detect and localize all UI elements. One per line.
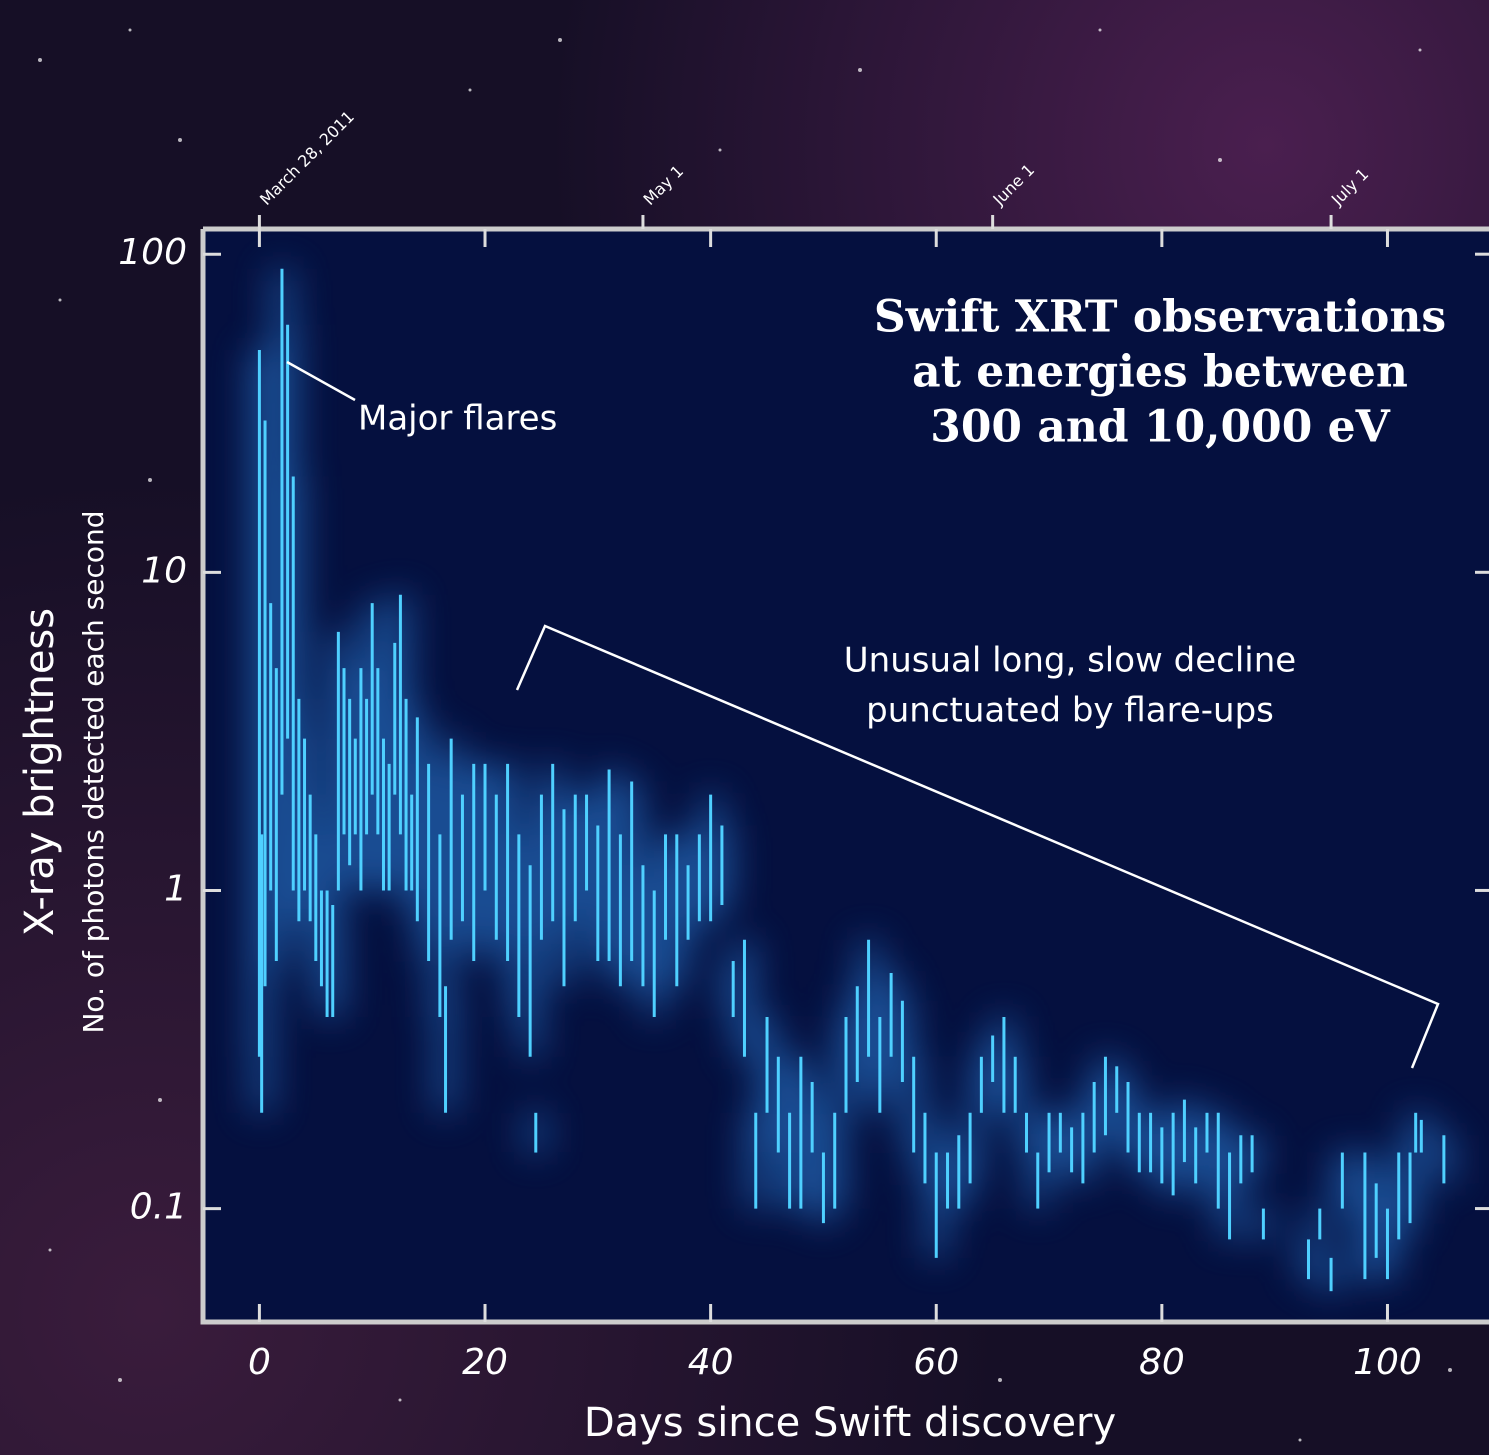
y-tick-label: 100 [118, 232, 187, 273]
x-tick-label: 0 [248, 1342, 271, 1383]
x-tick-label: 20 [462, 1342, 508, 1383]
x-tick-label: 60 [913, 1342, 959, 1383]
y-tick-label: 1 [164, 868, 187, 909]
y-tick-label: 0.1 [130, 1187, 187, 1228]
annotation: Major flares [358, 399, 557, 439]
x-tick-label: 40 [688, 1342, 734, 1383]
chart: Swift XRT observations at energies betwe… [0, 0, 1489, 1455]
x-label: Days since Swift discovery [584, 1400, 1116, 1446]
annotation: punctuated by flare-ups [866, 691, 1274, 731]
y-tick-label: 10 [141, 550, 187, 591]
top-tick-label: June 1 [989, 160, 1039, 210]
top-tick-label: July 1 [1327, 164, 1372, 209]
title-line: 300 and 10,000 eV [930, 402, 1390, 453]
title-line: Swift XRT observations [874, 292, 1446, 343]
x-tick-label: 80 [1139, 1342, 1185, 1383]
title-line: at energies between [912, 347, 1408, 398]
y-label: X-ray brightness [17, 608, 63, 936]
x-tick-label: 100 [1353, 1342, 1422, 1383]
annotation: Unusual long, slow decline [844, 641, 1296, 681]
y-label-sub: No. of photons detected each second [77, 510, 110, 1033]
top-tick-label: May 1 [640, 161, 688, 209]
top-tick-label: March 28, 2011 [256, 107, 358, 209]
